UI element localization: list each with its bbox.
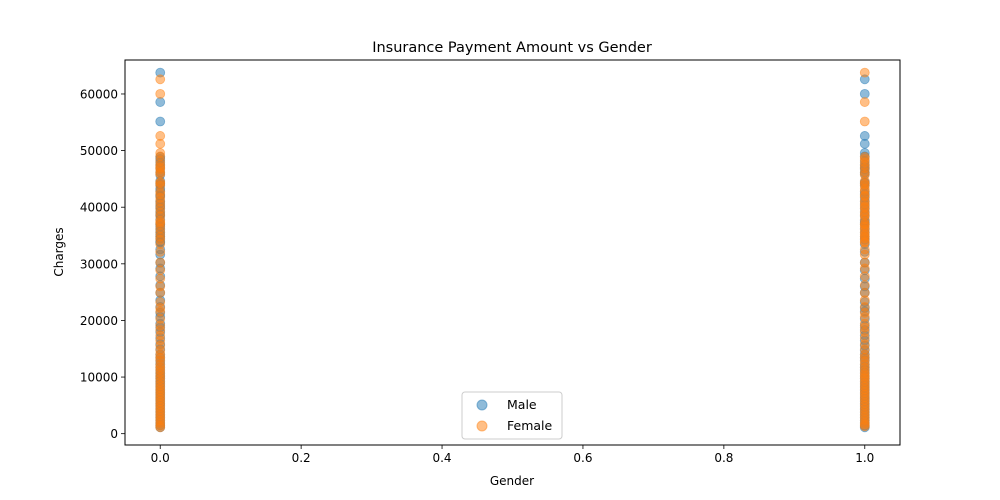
y-tick-label: 30000 <box>80 257 118 271</box>
x-tick-label: 0.2 <box>292 451 311 465</box>
data-point-female <box>859 249 870 260</box>
x-tick-label: 0.6 <box>573 451 592 465</box>
data-point-female <box>859 116 870 127</box>
data-point-female <box>155 246 166 257</box>
x-tick-label: 1.0 <box>855 451 874 465</box>
y-tick-label: 60000 <box>80 87 118 101</box>
legend-label-male: Male <box>507 397 537 412</box>
x-axis-ticks: 0.0 0.2 0.4 0.6 0.8 1.0 <box>151 445 874 465</box>
data-point-female <box>155 138 166 149</box>
data-point-female <box>155 169 166 179</box>
data-point-female <box>859 271 870 282</box>
x-tick-label: 0.0 <box>151 451 170 465</box>
y-tick-label: 20000 <box>80 314 118 328</box>
data-point-male <box>859 138 870 149</box>
series-female <box>155 67 870 433</box>
legend-label-female: Female <box>507 418 553 433</box>
data-point-male <box>155 97 166 107</box>
y-tick-label: 0 <box>110 427 118 441</box>
data-point-male <box>859 88 870 99</box>
x-tick-label: 0.8 <box>714 451 733 465</box>
data-point-male <box>155 116 166 127</box>
x-tick-label: 0.4 <box>432 451 451 465</box>
y-axis-ticks: 0 10000 20000 30000 40000 50000 60000 <box>80 87 125 441</box>
x-axis-label: Gender <box>490 474 534 488</box>
data-points <box>155 67 870 433</box>
data-point-female <box>859 67 870 78</box>
plot-area-frame <box>124 59 901 446</box>
y-tick-label: 50000 <box>80 144 118 158</box>
y-axis-label: Charges <box>52 227 66 276</box>
data-point-female <box>155 74 166 85</box>
data-point-female <box>155 287 166 298</box>
data-point-female <box>155 422 166 433</box>
data-point-female <box>155 88 166 99</box>
data-point-female <box>859 97 870 107</box>
chart-title: Insurance Payment Amount vs Gender <box>372 40 652 56</box>
data-point-female <box>859 421 870 432</box>
legend-marker-female <box>476 420 488 432</box>
y-tick-label: 10000 <box>80 371 118 385</box>
legend: Male Female <box>461 391 563 440</box>
legend-marker-male <box>476 399 488 411</box>
data-point-female <box>155 265 166 276</box>
y-tick-label: 40000 <box>80 201 118 215</box>
